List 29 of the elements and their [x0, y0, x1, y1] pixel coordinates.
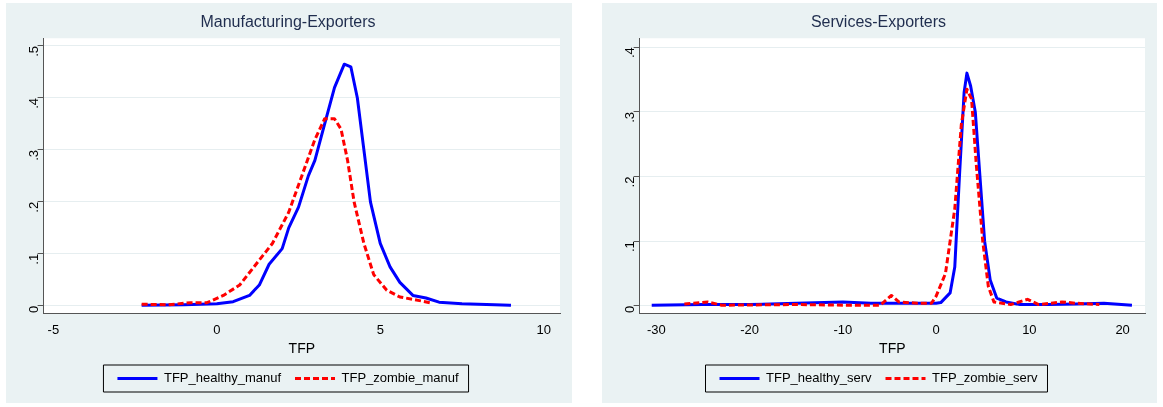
x-tick-label: -20 [740, 321, 760, 337]
chart-title: Services-Exporters [810, 13, 947, 31]
y-tick-label: .4 [622, 47, 638, 59]
legend-label: TFP_healthy_serv [766, 370, 873, 386]
y-tick-label: .3 [26, 149, 42, 161]
y-tick-label: .2 [622, 176, 638, 188]
y-tick-label: 0 [622, 305, 638, 314]
legend-label: TFP_zombie_manuf [341, 370, 459, 386]
x-tick-label: 20 [1115, 321, 1130, 337]
x-tick-label: -30 [646, 321, 666, 337]
x-tick-label: 0 [932, 321, 940, 337]
y-tick-label: .5 [26, 45, 42, 57]
y-tick-label: .1 [26, 253, 42, 265]
x-tick-label: -5 [47, 321, 60, 337]
legend-label: TFP_zombie_serv [932, 370, 1038, 386]
x-tick-label: -10 [833, 321, 853, 337]
y-tick-label: 0 [26, 305, 42, 314]
y-tick-label: .2 [26, 201, 42, 213]
x-tick-label: 10 [536, 321, 551, 337]
chart-title: Manufacturing-Exporters [200, 13, 376, 31]
x-tick-label: 0 [213, 321, 221, 337]
x-tick-label: 10 [1022, 321, 1037, 337]
x-axis-title: TFP [879, 340, 906, 357]
x-axis-title: TFP [288, 340, 316, 357]
legend-label: TFP_healthy_manuf [163, 370, 282, 386]
x-tick-label: 5 [376, 321, 384, 337]
y-tick-label: .3 [622, 111, 638, 123]
y-tick-label: .4 [26, 97, 42, 109]
y-tick-label: .1 [622, 241, 638, 253]
